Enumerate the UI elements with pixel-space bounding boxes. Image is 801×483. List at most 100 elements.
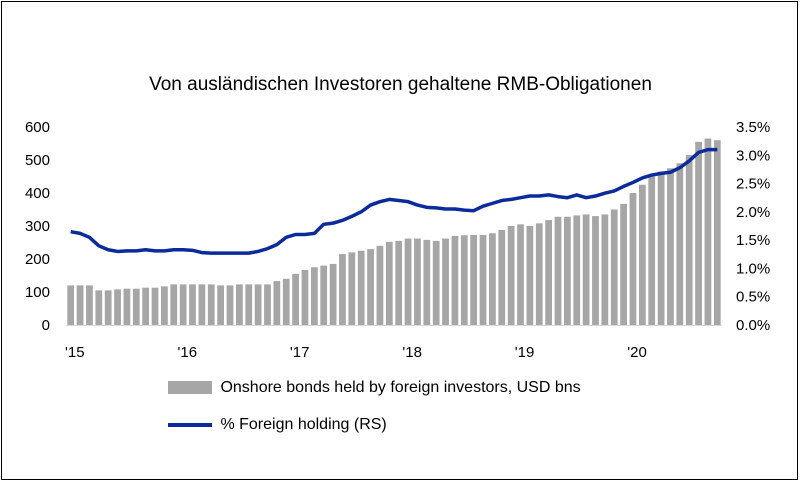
y-right-tick-label: 0.0% (736, 317, 770, 334)
bar (535, 223, 543, 325)
bar (573, 215, 581, 325)
bar (254, 284, 262, 325)
bar (601, 214, 609, 325)
bar (685, 155, 693, 325)
bar (610, 209, 618, 325)
bar (151, 287, 159, 325)
bar (104, 290, 112, 325)
legend-label-bars: Onshore bonds held by foreign investors,… (220, 379, 581, 396)
bar (395, 240, 403, 325)
bar (507, 226, 515, 325)
legend-item-line: % Foreign holding (RS) (168, 416, 387, 434)
bar (67, 285, 75, 325)
bar (114, 289, 121, 325)
bar (404, 238, 412, 325)
bar (460, 235, 468, 325)
y-left-tick-label: 600 (25, 119, 50, 136)
bar (198, 284, 206, 325)
bar (357, 250, 365, 325)
y-axis-right: 0.0% 0.5% 1.0% 1.5% 2.0% 2.5% 3.0% 3.5% (736, 119, 770, 334)
bar (217, 285, 224, 325)
chart-title: Von ausländischen Investoren gehaltene R… (149, 74, 652, 95)
y-right-tick-label: 2.0% (736, 204, 770, 221)
foreign-holding-line (70, 147, 718, 255)
bar (498, 229, 506, 325)
bar (582, 214, 590, 325)
legend-item-bars: Onshore bonds held by foreign investors,… (168, 379, 581, 397)
y-right-tick-label: 2.5% (736, 176, 770, 193)
bar (367, 249, 374, 325)
bar (123, 288, 131, 325)
y-left-tick-label: 500 (25, 152, 50, 169)
bar (695, 141, 702, 325)
x-tick-label: '16 (178, 344, 198, 361)
bar (470, 234, 478, 325)
bar (517, 224, 524, 325)
bar (648, 176, 656, 325)
bar (489, 233, 496, 325)
x-tick-label: '15 (65, 344, 85, 361)
bar (142, 287, 150, 325)
bar (236, 284, 243, 325)
legend-swatch-line (168, 422, 212, 427)
bar (301, 269, 309, 325)
bar (76, 285, 84, 325)
bar-series (67, 138, 721, 325)
bar (132, 288, 140, 325)
y-right-tick-label: 0.5% (736, 289, 770, 306)
bar (620, 203, 627, 325)
bar (414, 238, 421, 325)
y-right-tick-label: 3.0% (736, 147, 770, 164)
y-left-tick-label: 100 (25, 284, 50, 301)
y-left-tick-label: 0 (42, 317, 50, 334)
bar (554, 216, 562, 325)
bar (592, 216, 599, 325)
bar (170, 284, 178, 325)
bar (545, 220, 552, 325)
bar (273, 281, 281, 325)
bar (526, 226, 534, 325)
bar (704, 138, 712, 325)
x-axis: '15 '16 '17 '18 '19 '20 (65, 325, 722, 361)
bar (638, 184, 646, 325)
bar (451, 235, 459, 325)
bar (245, 284, 253, 325)
y-left-tick-label: 400 (25, 185, 50, 202)
y-axis-left: 0 100 200 300 400 500 600 (25, 119, 50, 334)
bar (292, 273, 299, 325)
x-tick-label: '18 (402, 344, 422, 361)
x-tick-label: '17 (290, 344, 310, 361)
bar (629, 193, 637, 325)
bar (207, 284, 215, 325)
bar (161, 286, 168, 325)
bar (226, 285, 234, 325)
bar (320, 265, 328, 325)
bar (432, 240, 440, 325)
bar (189, 284, 196, 325)
legend-swatch-bars (168, 381, 212, 395)
bar (564, 216, 571, 325)
bar (442, 238, 449, 325)
legend-label-line: % Foreign holding (RS) (220, 416, 387, 433)
bar (713, 140, 721, 325)
line-series (70, 147, 718, 255)
x-tick-label: '19 (515, 344, 535, 361)
bar (282, 278, 290, 325)
bar (479, 234, 487, 325)
bar (86, 285, 93, 325)
bar (339, 254, 346, 325)
bar (95, 290, 103, 325)
bar (676, 163, 684, 325)
y-right-tick-label: 1.5% (736, 232, 770, 249)
y-left-tick-label: 200 (25, 251, 50, 268)
bar (657, 171, 665, 325)
y-right-tick-label: 1.0% (736, 260, 770, 277)
bar (385, 241, 393, 325)
bar (179, 284, 187, 325)
bar (348, 252, 356, 325)
bar (310, 267, 318, 325)
y-right-tick-label: 3.5% (736, 119, 770, 136)
bar (376, 245, 384, 325)
